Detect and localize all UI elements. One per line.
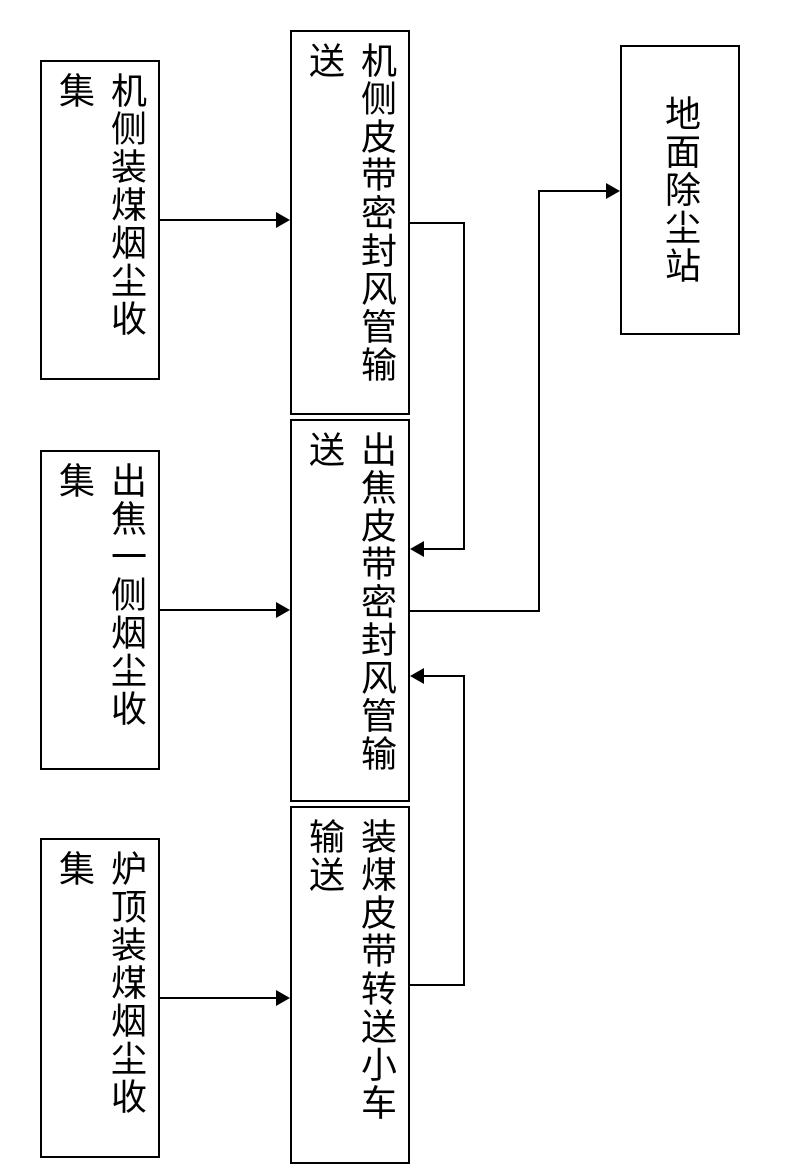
arrow-line [160,219,276,221]
node-machine-side-belt-seal-duct-transport: 机侧皮带密封风管输送 [290,30,410,415]
arrow-line [463,675,465,986]
node-label: 装煤皮带转送小车输送 [298,818,402,1152]
arrow-line [410,610,540,612]
arrow-head-icon [276,602,290,618]
arrow-line [538,190,606,192]
arrow-head-icon [410,541,424,557]
arrow-line [424,675,465,677]
node-machine-side-coal-dust-collect: 机侧装煤烟尘收集 [40,60,160,380]
arrow-line [160,609,276,611]
arrow-line [160,997,276,999]
node-coke-belt-seal-duct-transport: 出焦皮带密封风管输送 [290,419,410,802]
node-label: 地面除尘站 [654,95,706,285]
node-label: 炉顶装煤烟尘收集 [48,850,152,1146]
arrow-head-icon [410,668,424,684]
arrow-line [410,222,465,224]
node-furnace-top-coal-dust-collect: 炉顶装煤烟尘收集 [40,838,160,1158]
node-ground-dust-removal-station: 地面除尘站 [620,45,740,335]
node-coke-side-dust-collect: 出焦一侧烟尘收集 [40,450,160,770]
node-label: 出焦一侧烟尘收集 [48,462,152,758]
node-label: 机侧装煤烟尘收集 [48,72,152,368]
arrow-line [410,984,465,986]
node-label: 出焦皮带密封风管输送 [298,431,402,790]
node-coal-belt-transfer-car-transport: 装煤皮带转送小车输送 [290,806,410,1164]
node-label: 机侧皮带密封风管输送 [298,42,402,403]
arrow-head-icon [276,990,290,1006]
arrow-line [538,190,540,612]
arrow-line [424,548,465,550]
arrow-line [463,222,465,550]
arrow-head-icon [606,183,620,199]
arrow-head-icon [276,212,290,228]
